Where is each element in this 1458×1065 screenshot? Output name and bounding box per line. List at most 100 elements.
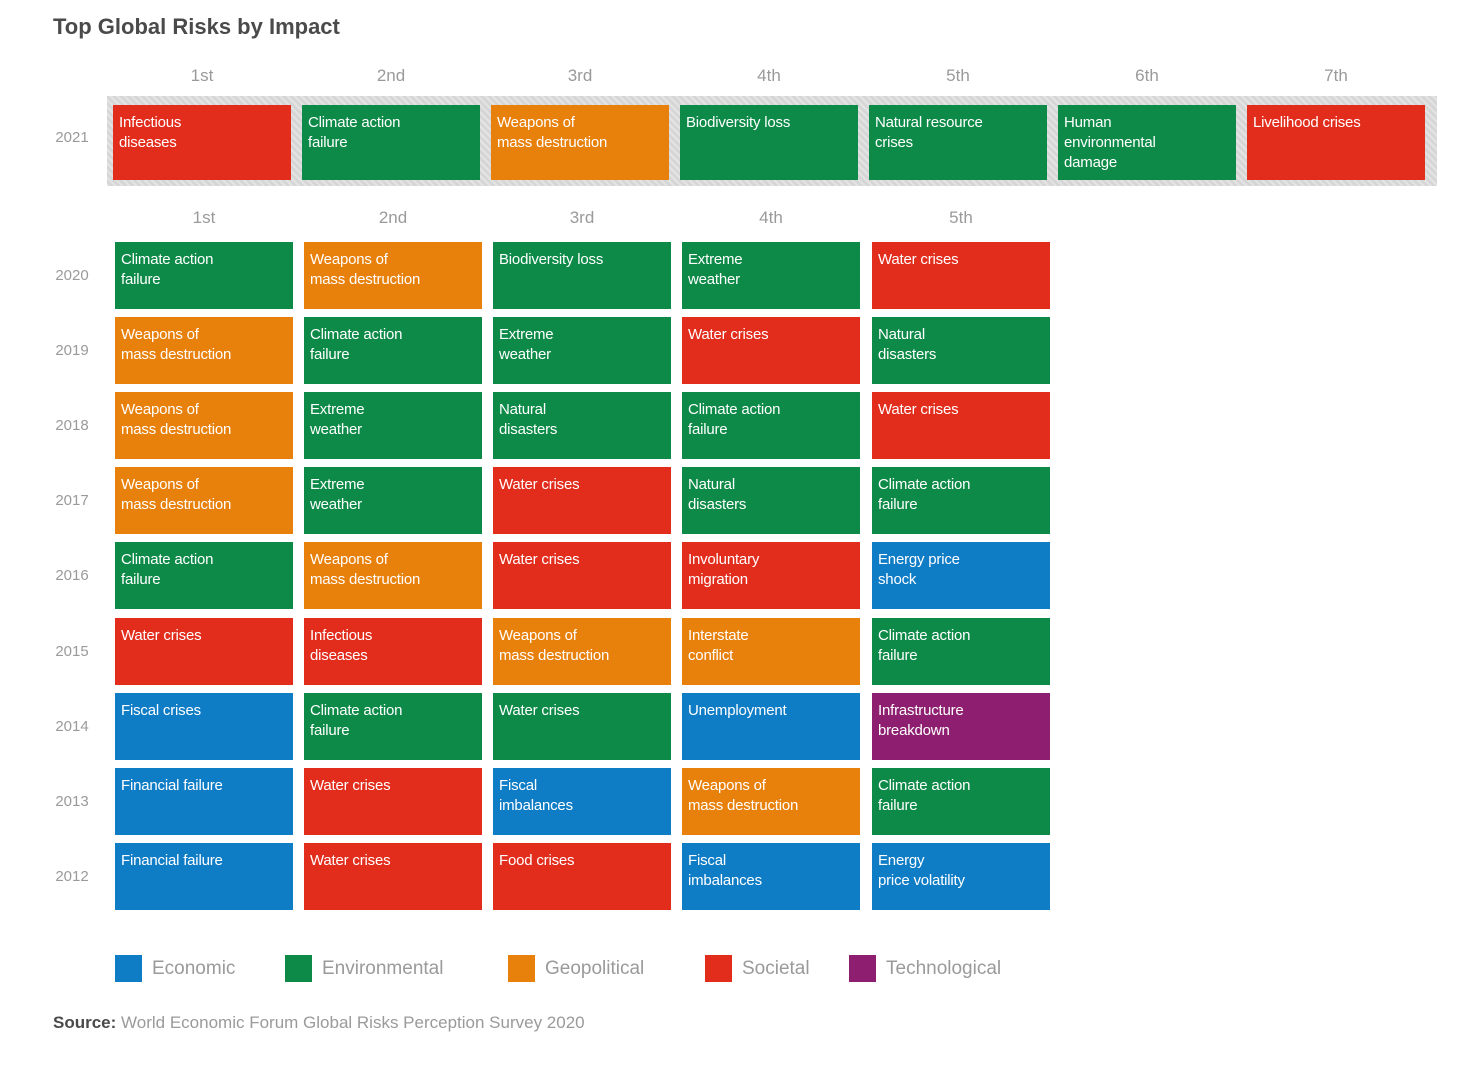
risk-cell-2013-1: Financial failure [115,768,293,835]
risk-label-line: Water crises [688,326,769,343]
risk-label-line: Extreme [499,326,554,343]
risk-label-line: Fiscal [688,852,726,869]
risk-label-line: Water crises [878,401,959,418]
risk-label-line: Water crises [499,551,580,568]
risk-label-line: mass destruction [499,647,610,664]
rank-label-top-3: 3rd [567,66,593,85]
risk-cell-2019-2: Climate action failure [304,317,482,384]
risk-label-line: Climate action [688,401,781,418]
risk-label-line: Financial failure [121,777,223,794]
risk-label-line: Energy price [878,551,960,568]
risk-cell-2014-4: Unemployment [682,693,860,760]
risk-cell-2012-5: Energy price volatility [872,843,1050,910]
risk-label-line: failure [310,346,350,363]
risk-label-line: mass destruction [497,134,608,151]
source-label: Source: [53,1013,117,1032]
legend-swatch-societal [705,955,732,982]
risk-label-line: conflict [688,647,734,664]
risk-label-line: mass destruction [310,271,421,288]
risk-label-line: mass destruction [310,571,421,588]
risk-label-line: Weapons of [688,777,766,794]
risk-cell-2019-4: Water crises [682,317,860,384]
risk-label-line: Climate action [308,114,401,131]
risk-cell-2016-4: Involuntary migration [682,542,860,609]
risk-label-line: Water crises [499,702,580,719]
risk-cell-2020-1: Climate action failure [115,242,293,309]
risk-cell-2021-1: Infectious diseases [113,105,291,180]
risk-cell-2014-5: Infrastructure breakdown [872,693,1050,760]
risk-label-line: Financial failure [121,852,223,869]
risk-label-line: Infectious [119,114,182,131]
risk-cell-2021-7: Livelihood crises [1247,105,1425,180]
risk-label-line: disasters [499,421,558,438]
risk-cell-2015-4: Interstate conflict [682,618,860,685]
risk-cell-2020-2: Weapons of mass destruction [304,242,482,309]
rank-label-top-2: 2nd [376,66,406,85]
legend-swatch-geopolitical [508,955,535,982]
year-label-2012: 2012 [55,868,89,885]
risk-label-line: Biodiversity loss [686,114,791,131]
risk-cell-2021-4: Biodiversity loss [680,105,858,180]
risk-cell-2019-3: Extreme weather [493,317,671,384]
risk-cell-2016-1: Climate action failure [115,542,293,609]
risk-cell-2015-2: Infectious diseases [304,618,482,685]
risk-label-line: Natural resource [875,114,983,131]
risk-cell-2018-4: Climate action failure [682,392,860,459]
risk-cell-2021-2: Climate action failure [302,105,480,180]
risk-label-line: environmental [1064,134,1156,151]
risk-cell-2018-3: Natural disasters [493,392,671,459]
risk-label-line: failure [308,134,348,151]
risk-label-line: Climate action [878,476,971,493]
risk-label-line: Climate action [878,627,971,644]
legend-label-technological: Technological [886,958,1002,979]
risk-label-line: Climate action [878,777,971,794]
risk-cell-2015-1: Water crises [115,618,293,685]
risk-label-line: Infrastructure [878,702,964,719]
risk-label-line: price volatility [878,872,965,889]
risk-cell-2016-3: Water crises [493,542,671,609]
year-label-2016: 2016 [55,567,89,584]
risk-label-line: Natural [878,326,925,343]
risk-label-line: Human [1064,114,1112,131]
risk-cell-2015-3: Weapons of mass destruction [493,618,671,685]
risk-label-line: Water crises [121,627,202,644]
risk-label-line: Fiscal [499,777,537,794]
year-label-2020: 2020 [55,267,89,284]
risk-cell-2021-3: Weapons of mass destruction [491,105,669,180]
risk-label-line: migration [688,571,748,588]
risk-label-line: Energy [878,852,925,869]
rank-label-top-4: 4th [757,66,781,85]
risk-label-line: imbalances [499,797,573,814]
risk-label-line: Water crises [310,777,391,794]
risk-cell-2021-5: Natural resource crises [869,105,1047,180]
risk-cell-2017-1: Weapons of mass destruction [115,467,293,534]
year-label-2018: 2018 [55,417,89,434]
risk-label-line: failure [878,647,918,664]
rank-label-5: 5th [949,208,973,227]
year-label-2013: 2013 [55,793,89,810]
risk-label-line: Weapons of [121,476,199,493]
risk-label-line: Unemployment [688,702,787,719]
risk-label-line: Interstate [688,627,749,644]
risk-label-line: Involuntary [688,551,760,568]
risk-cell-2019-5: Natural disasters [872,317,1050,384]
risk-label-line: failure [121,271,161,288]
risk-cell-2020-5: Water crises [872,242,1050,309]
risk-cell-2017-4: Natural disasters [682,467,860,534]
risk-label-line: Climate action [310,702,403,719]
risk-label-line: Weapons of [310,551,388,568]
risk-label-line: Climate action [121,551,214,568]
rank-label-1: 1st [192,208,216,227]
year-label-2017: 2017 [55,492,89,509]
risk-label-line: shock [878,571,917,588]
risk-label-line: Weapons of [121,326,199,343]
risk-label-line: Water crises [499,476,580,493]
risk-label-line: failure [688,421,728,438]
risk-cell-2016-2: Weapons of mass destruction [304,542,482,609]
risk-label-line: Natural [499,401,546,418]
risk-cell-2013-3: Fiscal imbalances [493,768,671,835]
risk-label-line: Water crises [310,852,391,869]
risk-label-line: damage [1064,154,1118,171]
risk-cell-2018-1: Weapons of mass destruction [115,392,293,459]
risk-cell-2012-4: Fiscal imbalances [682,843,860,910]
